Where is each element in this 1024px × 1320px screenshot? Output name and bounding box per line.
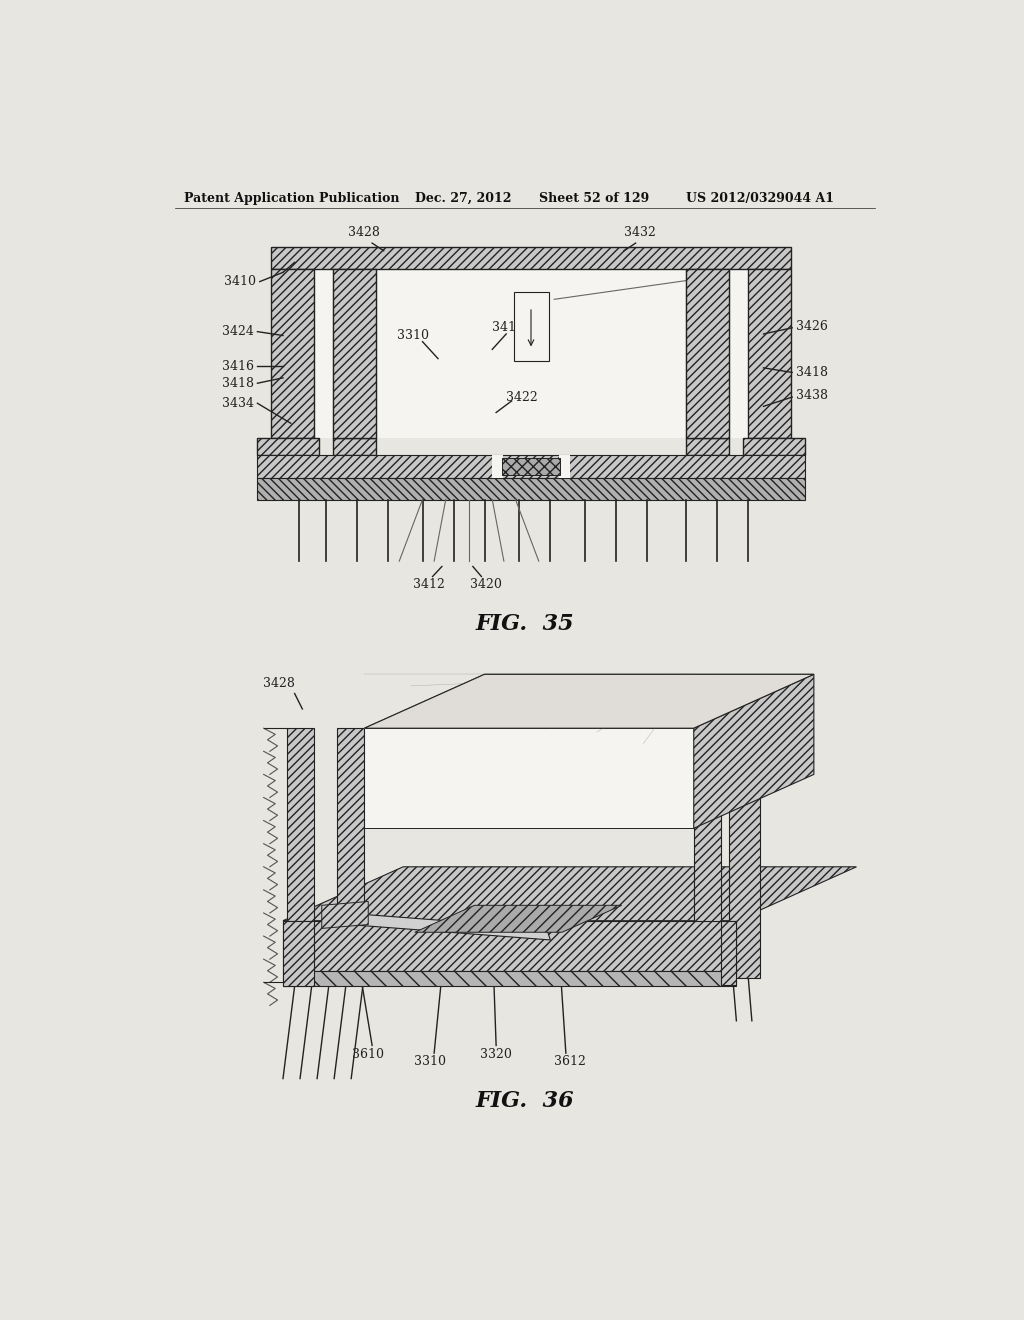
Text: 3416: 3416 — [221, 360, 254, 372]
Text: 3610: 3610 — [352, 1048, 384, 1061]
Polygon shape — [287, 729, 314, 982]
Text: 3424: 3424 — [221, 325, 254, 338]
Polygon shape — [693, 675, 814, 829]
Text: 3418: 3418 — [221, 376, 254, 389]
Text: 3434: 3434 — [221, 397, 254, 409]
Bar — [365, 729, 693, 829]
Text: 3310: 3310 — [397, 329, 429, 342]
Bar — [493, 455, 503, 478]
Text: 3412: 3412 — [413, 578, 444, 591]
Bar — [686, 438, 729, 455]
Text: 3422: 3422 — [506, 391, 538, 404]
Text: 3432: 3432 — [748, 677, 779, 689]
Text: Dec. 27, 2012: Dec. 27, 2012 — [415, 191, 511, 205]
Bar — [514, 292, 549, 360]
Text: 3420: 3420 — [470, 578, 502, 591]
Polygon shape — [729, 725, 760, 978]
Polygon shape — [322, 902, 369, 928]
Text: US 2012/0329044 A1: US 2012/0329044 A1 — [686, 191, 834, 205]
Polygon shape — [283, 867, 856, 921]
Polygon shape — [345, 913, 550, 940]
Text: 3428: 3428 — [263, 677, 295, 689]
Text: 3310: 3310 — [415, 1056, 446, 1068]
Bar — [283, 970, 736, 986]
Polygon shape — [365, 675, 814, 729]
Polygon shape — [415, 906, 622, 932]
Bar — [686, 268, 729, 438]
Text: Sheet 52 of 129: Sheet 52 of 129 — [539, 191, 649, 205]
Bar — [729, 268, 748, 438]
Bar — [283, 921, 736, 970]
Bar — [271, 268, 314, 438]
Bar — [314, 268, 334, 438]
Text: 3428: 3428 — [348, 226, 380, 239]
Text: 3438: 3438 — [796, 389, 828, 403]
Bar — [334, 268, 376, 438]
Polygon shape — [337, 729, 365, 982]
Bar — [742, 438, 805, 455]
Bar — [257, 438, 319, 455]
Text: Patent Application Publication: Patent Application Publication — [183, 191, 399, 205]
Bar — [271, 247, 791, 268]
Text: 3612: 3612 — [554, 1056, 586, 1068]
Text: FIG.  36: FIG. 36 — [475, 1090, 574, 1111]
Bar — [376, 268, 686, 438]
Text: 3426: 3426 — [796, 319, 828, 333]
Bar — [257, 455, 805, 478]
Bar — [257, 478, 805, 499]
Bar — [748, 268, 791, 438]
Bar — [334, 438, 376, 455]
Text: FIG.  35: FIG. 35 — [475, 612, 574, 635]
Polygon shape — [365, 675, 814, 729]
Text: 3432: 3432 — [624, 226, 655, 239]
Bar — [502, 458, 560, 475]
Text: 3410: 3410 — [224, 275, 256, 288]
Text: 3418: 3418 — [796, 366, 828, 379]
Polygon shape — [721, 921, 736, 985]
Polygon shape — [283, 921, 314, 986]
Text: 3414: 3414 — [492, 321, 523, 334]
Bar — [559, 455, 569, 478]
Polygon shape — [693, 729, 721, 982]
Text: 3320: 3320 — [480, 1048, 512, 1061]
